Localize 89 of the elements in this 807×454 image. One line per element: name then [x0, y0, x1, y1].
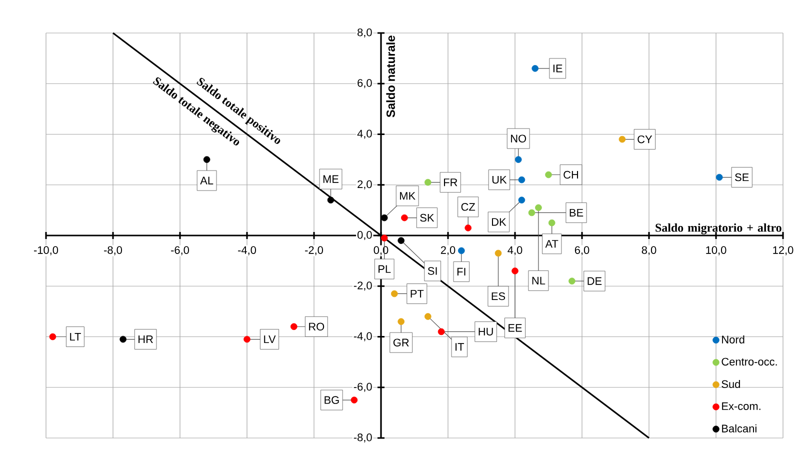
point [398, 237, 405, 244]
data-label: SI [428, 267, 437, 275]
point [391, 290, 398, 298]
data-label: AL [200, 176, 214, 184]
data-label: LV [264, 336, 276, 344]
x-tick-label: 10,0 [706, 246, 726, 256]
data-label: PL [378, 265, 391, 273]
x-tick-label: 12,0 [773, 246, 794, 256]
data-label: RO [309, 322, 324, 331]
data-label: IT [456, 343, 464, 351]
point [290, 323, 298, 330]
data-label: NO [511, 134, 526, 142]
point [618, 136, 626, 143]
point [518, 176, 526, 184]
data-label: EE [508, 324, 522, 332]
x-tick-label: -2,0 [305, 246, 324, 256]
y-axis-title: Saldo naturale [386, 36, 395, 118]
point [548, 219, 556, 226]
y-tick-label: 2,0 [358, 180, 372, 190]
data-label: CZ [461, 203, 476, 211]
data-label: IE [553, 64, 562, 72]
point [424, 313, 432, 320]
data-label: PT [410, 290, 424, 298]
legend-label: Centro-occ. [722, 358, 777, 366]
data-label: FI [457, 268, 466, 276]
data-label: LT [70, 332, 81, 341]
legend-label: Nord [722, 335, 744, 344]
data-label: FR [444, 178, 458, 186]
data-label: NL [532, 276, 546, 284]
data-label: HR [138, 336, 153, 344]
data-label: SK [420, 214, 434, 222]
x-axis-title: Saldo migratorio + altro [656, 223, 782, 234]
y-tick-label: 4,0 [357, 130, 372, 139]
point [438, 328, 445, 336]
x-tick-label: 2,0 [440, 246, 456, 256]
point [494, 250, 502, 257]
data-label: UK [492, 176, 507, 184]
y-tick-label: 6,0 [358, 79, 372, 88]
x-tick-label: 6,0 [574, 246, 590, 256]
point [244, 336, 250, 343]
point [49, 333, 56, 340]
point [716, 174, 723, 181]
point [401, 214, 408, 222]
data-label: DK [492, 218, 506, 226]
data-label: CH [564, 170, 578, 179]
point [380, 214, 388, 222]
data-label: BE [570, 208, 584, 216]
y-tick-label: -2,0 [354, 282, 372, 291]
x-tick-label: 4,0 [508, 246, 522, 256]
legend-label: Ex-com. [722, 402, 760, 410]
point [514, 156, 522, 163]
data-label: AT [545, 240, 558, 248]
y-tick-label: 8,0 [358, 28, 372, 38]
y-tick-label: 0,0 [357, 230, 372, 240]
y-tick-label: -6,0 [354, 382, 372, 392]
y-tick-label: -8,0 [354, 433, 372, 443]
point [327, 196, 334, 204]
data-label: ME [323, 175, 338, 183]
point [424, 178, 432, 186]
data-label: CY [638, 135, 652, 144]
point [528, 209, 536, 216]
legend-label: Balcani [722, 424, 756, 432]
point [532, 65, 539, 72]
x-tick-label: -10,0 [34, 246, 58, 256]
point [518, 196, 526, 204]
data-label: HU [478, 328, 493, 336]
point [458, 247, 465, 254]
data-label: DE [588, 277, 602, 285]
data-label: BG [324, 396, 339, 404]
point [350, 396, 358, 404]
point [464, 224, 472, 232]
legend-label: Sud [722, 380, 740, 388]
point [545, 171, 552, 178]
x-tick-label: -4,0 [238, 246, 256, 256]
data-label: ES [492, 292, 506, 300]
point [120, 336, 126, 343]
data-label: SE [735, 173, 749, 182]
x-tick-label: 8,0 [642, 246, 656, 256]
point [568, 278, 576, 284]
data-label: GR [393, 338, 409, 346]
point [380, 234, 388, 242]
x-tick-label: -6,0 [171, 246, 190, 256]
x-tick-label: -8,0 [104, 246, 122, 256]
point [203, 156, 210, 163]
point [535, 204, 542, 212]
y-tick-label: -4,0 [354, 332, 372, 342]
point [398, 318, 405, 325]
data-label: MK [400, 192, 416, 200]
point [512, 268, 518, 274]
